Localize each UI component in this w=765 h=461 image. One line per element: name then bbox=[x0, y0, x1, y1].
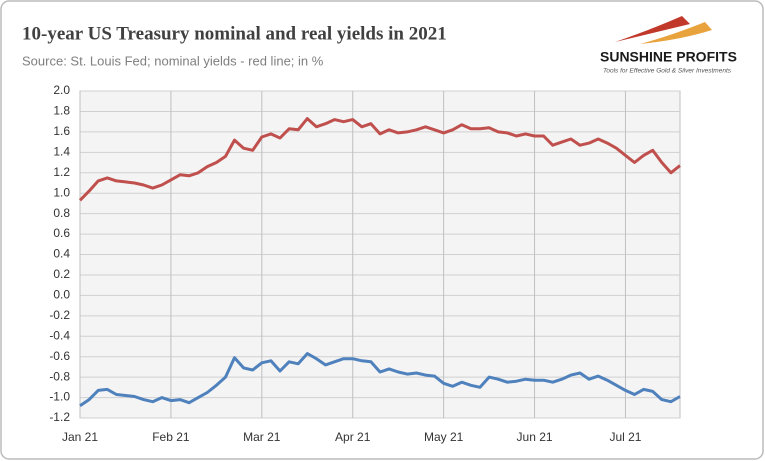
y-tick-label: 2.0 bbox=[53, 83, 70, 97]
x-tick-label: Jun 21 bbox=[517, 430, 553, 444]
y-tick-label: 0.6 bbox=[53, 226, 70, 240]
x-tick-label: Jan 21 bbox=[62, 430, 98, 444]
logo-tagline: Tools for Effective Gold & Silver Invest… bbox=[603, 68, 732, 75]
y-tick-label: -0.2 bbox=[49, 308, 70, 322]
y-tick-label: 0.0 bbox=[53, 288, 70, 302]
y-tick-label: 1.4 bbox=[53, 144, 70, 158]
logo-swoosh bbox=[640, 22, 712, 44]
y-tick-label: 1.0 bbox=[53, 185, 70, 199]
y-tick-label: 1.2 bbox=[53, 165, 70, 179]
line-series bbox=[78, 117, 681, 202]
y-tick-label: -0.6 bbox=[49, 349, 70, 363]
logo-swoosh bbox=[615, 16, 690, 42]
x-tick-label: Apr 21 bbox=[335, 430, 371, 444]
x-tick-label: May 21 bbox=[424, 430, 464, 444]
y-tick-label: -0.8 bbox=[49, 369, 70, 383]
x-tick-label: Jul 21 bbox=[609, 430, 641, 444]
y-tick-label: -0.4 bbox=[49, 328, 70, 342]
x-tick-label: Mar 21 bbox=[243, 430, 281, 444]
y-tick-label: 1.8 bbox=[53, 104, 70, 118]
logo-name: SUNSHINE PROFITS bbox=[600, 49, 737, 65]
logo: SUNSHINE PROFITS Tools for Effective Gol… bbox=[600, 16, 737, 75]
y-tick-label: -1.2 bbox=[49, 410, 70, 424]
chart-title: 10-year US Treasury nominal and real yie… bbox=[22, 23, 447, 44]
x-tick-label: Feb 21 bbox=[152, 430, 190, 444]
y-tick-label: 1.6 bbox=[53, 124, 70, 138]
line-series bbox=[79, 352, 681, 407]
y-tick-label: -1.0 bbox=[49, 390, 70, 404]
y-tick-label: 0.2 bbox=[53, 267, 70, 281]
y-tick-label: 0.4 bbox=[53, 247, 70, 261]
y-tick-label: 0.8 bbox=[53, 206, 70, 220]
chart-subtitle: Source: St. Louis Fed; nominal yields - … bbox=[22, 53, 324, 68]
